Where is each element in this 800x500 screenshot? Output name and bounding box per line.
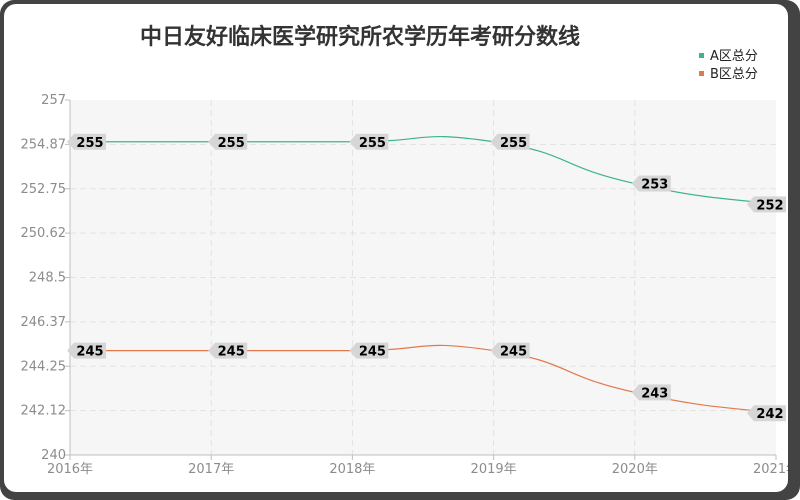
data-label-box — [490, 342, 530, 359]
data-label-box — [747, 405, 786, 422]
chart-title: 中日友好临床医学研究所农学历年考研分数线 — [140, 24, 580, 50]
data-label: 255 — [359, 136, 386, 151]
data-label-box — [208, 342, 248, 359]
data-label: 243 — [641, 386, 668, 401]
data-label: 253 — [641, 178, 668, 193]
data-label-box — [67, 342, 106, 359]
data-label: 245 — [76, 345, 103, 360]
y-tick-label: 244.25 — [21, 359, 67, 374]
data-labels: 255 255 255 255 253 252 245 245 245 245 243 242 — [67, 133, 786, 422]
x-tick-label: 2018年 — [329, 462, 375, 477]
legend-marker-b — [699, 71, 704, 76]
data-label-box — [349, 133, 389, 150]
line-chart: 257 254.87 252.75 250.62 248.5 246.37 244.25 24… — [21, 24, 789, 477]
data-label: 255 — [500, 136, 527, 151]
legend-marker-a — [699, 53, 704, 58]
x-axis-tick-labels: 2016年 2017年 2018年 2019年 2020年 2021年 — [47, 462, 788, 477]
legend-box — [690, 42, 778, 86]
x-tick-label: 2017年 — [188, 462, 234, 477]
x-tick-label: 2021年 — [753, 462, 788, 477]
chart-card: 257 254.87 252.75 250.62 248.5 246.37 244.25 24… — [4, 4, 788, 492]
axes — [69, 100, 776, 456]
data-label: 245 — [218, 345, 245, 360]
y-tick-label: 246.37 — [21, 315, 67, 330]
data-label-box — [208, 133, 248, 150]
y-tick-label: 248.5 — [29, 271, 66, 286]
grid — [65, 99, 777, 460]
y-axis-tick-labels: 257 254.87 252.75 250.62 248.5 246.37 244.25 24… — [21, 93, 67, 463]
data-label: 245 — [359, 345, 386, 360]
data-label: 245 — [500, 345, 527, 360]
data-label-box — [349, 342, 389, 359]
legend-label-a: A区总分 — [710, 49, 758, 64]
data-label-box — [490, 133, 530, 150]
y-tick-label: 242.12 — [21, 404, 67, 419]
data-label-box — [631, 384, 671, 401]
data-label-box — [631, 175, 671, 192]
y-tick-label: 254.87 — [21, 137, 67, 152]
data-label: 252 — [756, 198, 783, 213]
y-tick-label: 250.62 — [21, 226, 67, 241]
data-label: 242 — [756, 407, 783, 422]
x-tick-label: 2020年 — [612, 462, 658, 477]
y-tick-label: 240 — [41, 448, 66, 463]
legend-label-b: B区总分 — [710, 67, 758, 82]
data-label-box — [747, 196, 786, 213]
y-tick-label: 257 — [41, 93, 66, 108]
x-tick-label: 2016年 — [47, 462, 93, 477]
y-tick-label: 252.75 — [21, 182, 67, 197]
legend: A区总分 B区总分 — [690, 42, 778, 86]
data-label: 255 — [218, 136, 245, 151]
data-label: 255 — [76, 136, 103, 151]
data-label-box — [67, 133, 106, 150]
x-tick-label: 2019年 — [471, 462, 517, 477]
